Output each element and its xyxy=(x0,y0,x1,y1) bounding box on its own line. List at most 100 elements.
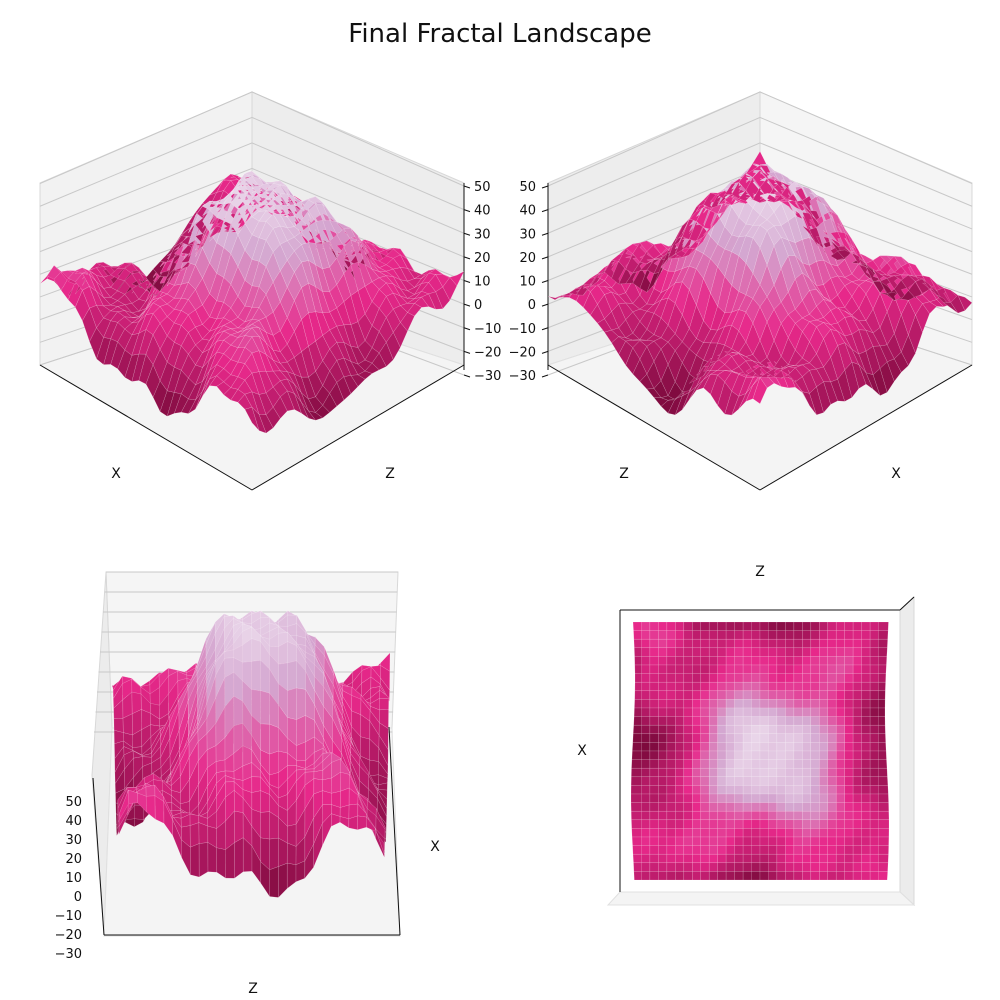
surface-patch xyxy=(785,639,794,648)
surface-patch xyxy=(777,691,786,700)
surface-patch xyxy=(642,691,650,700)
surface-patch xyxy=(802,828,811,837)
surface-patch xyxy=(667,674,675,683)
surface-patch xyxy=(828,863,837,872)
z-tick-label: 0 xyxy=(474,298,482,313)
surface-patch xyxy=(760,656,769,665)
surface-patch xyxy=(726,785,735,794)
surface-patch xyxy=(675,846,684,855)
surface-patch xyxy=(828,725,837,734)
figure-title: Final Fractal Landscape xyxy=(348,19,651,49)
surface-patch xyxy=(634,863,642,872)
surface-patch xyxy=(642,777,650,786)
surface-patch xyxy=(836,846,845,855)
surface-patch xyxy=(794,682,802,691)
surface-patch xyxy=(658,871,667,880)
surface-patch xyxy=(709,648,718,657)
surface-patch xyxy=(642,828,650,837)
surface-patch xyxy=(819,846,827,855)
surface-patch xyxy=(853,699,862,708)
surface-patch xyxy=(802,760,811,769)
surface-patch xyxy=(718,734,726,743)
surface-patch xyxy=(777,863,786,872)
surface-patch xyxy=(819,631,827,640)
surface-patch xyxy=(278,838,287,867)
surface-patch xyxy=(718,811,726,820)
surface-patch xyxy=(726,691,735,700)
surface-patch xyxy=(785,846,794,855)
surface-patch xyxy=(709,846,718,855)
surface-patch xyxy=(634,871,642,880)
surface-patch xyxy=(785,751,794,760)
surface-patch xyxy=(819,837,827,846)
surface-patch xyxy=(667,639,675,648)
surface-patch xyxy=(631,820,641,829)
surface-patch xyxy=(658,725,667,734)
surface-patch xyxy=(252,660,261,690)
surface-patch xyxy=(785,777,794,786)
surface-patch xyxy=(802,682,811,691)
surface-patch xyxy=(828,674,837,683)
surface-patch xyxy=(735,708,744,717)
surface-patch xyxy=(769,760,777,769)
surface-patch xyxy=(760,691,769,700)
surface-patch xyxy=(743,682,751,691)
surface-patch xyxy=(684,854,693,863)
surface-patch xyxy=(879,648,888,657)
surface-patch xyxy=(862,691,871,700)
surface-patch xyxy=(836,768,845,777)
surface-patch xyxy=(642,794,650,803)
surface-patch xyxy=(735,785,744,794)
surface-patch xyxy=(828,691,837,700)
surface-patch xyxy=(870,622,878,631)
surface-patch xyxy=(794,665,802,674)
surface-patch xyxy=(819,639,827,648)
surface-patch xyxy=(828,742,837,751)
surface-patch xyxy=(632,760,642,769)
surface-patch xyxy=(709,699,718,708)
surface-patch xyxy=(692,648,700,657)
surface-patch xyxy=(870,682,878,691)
surface-patch xyxy=(718,717,726,726)
surface-patch xyxy=(296,861,305,882)
surface-patch xyxy=(853,717,862,726)
surface-patch xyxy=(785,725,794,734)
surface-patch xyxy=(845,760,853,769)
surface-patch xyxy=(845,751,853,760)
surface-patch xyxy=(288,661,297,691)
surface-patch xyxy=(642,785,650,794)
surface-patch xyxy=(642,656,650,665)
surface-patch xyxy=(785,682,794,691)
surface-patch xyxy=(862,828,871,837)
surface-patch xyxy=(642,742,650,751)
surface-patch xyxy=(735,725,744,734)
surface-patch xyxy=(709,665,718,674)
surface-patch xyxy=(675,665,684,674)
surface-patch xyxy=(701,631,710,640)
z-tick-mark xyxy=(542,281,548,283)
surface-patch xyxy=(692,682,700,691)
surface-patch xyxy=(811,828,820,837)
surface-patch xyxy=(726,803,735,812)
surface-patch xyxy=(794,777,802,786)
surface-patch xyxy=(777,648,786,657)
surface-patch xyxy=(634,717,642,726)
surface-patch xyxy=(709,863,718,872)
surface-patch xyxy=(252,777,261,793)
surface-patch xyxy=(819,768,827,777)
surface-patch xyxy=(631,777,641,786)
surface-patch xyxy=(862,777,871,786)
surface-patch xyxy=(828,854,837,863)
surface-patch xyxy=(862,846,871,855)
surface-patch xyxy=(735,794,744,803)
surface-patch xyxy=(701,837,710,846)
surface-patch xyxy=(777,751,786,760)
surface-patch xyxy=(631,785,642,794)
surface-patch xyxy=(879,656,887,665)
surface-patch xyxy=(692,768,700,777)
surface-patch xyxy=(794,811,802,820)
surface-patch xyxy=(675,794,684,803)
surface-patch xyxy=(862,742,871,751)
surface-patch xyxy=(667,656,675,665)
surface-patch xyxy=(836,725,845,734)
